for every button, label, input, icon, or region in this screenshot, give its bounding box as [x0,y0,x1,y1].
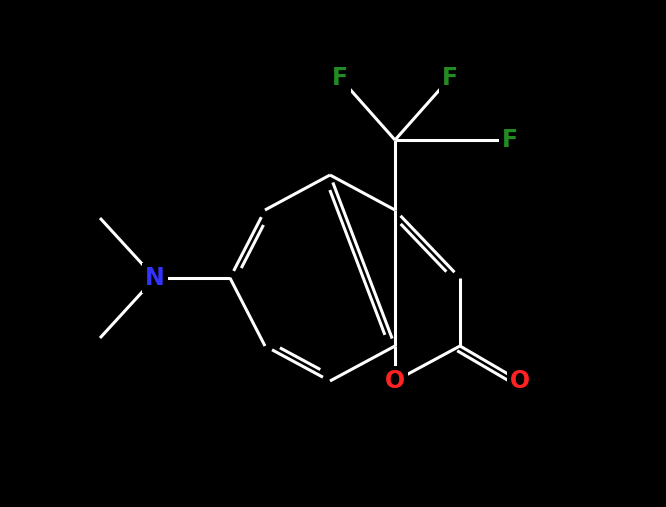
Text: F: F [502,128,518,152]
Text: O: O [385,369,405,393]
Text: O: O [510,369,530,393]
Text: F: F [332,66,348,90]
Text: N: N [145,266,165,290]
Text: F: F [442,66,458,90]
